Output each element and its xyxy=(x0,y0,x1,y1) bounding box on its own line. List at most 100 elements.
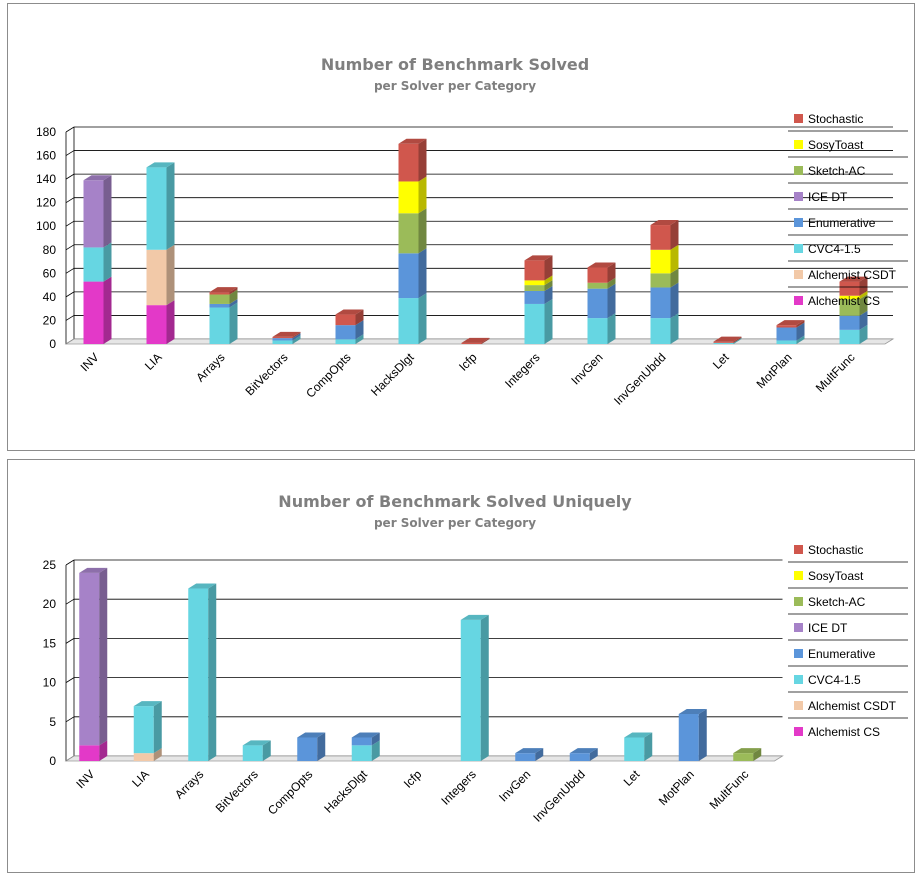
bar-segment xyxy=(839,276,868,296)
bar-side xyxy=(544,280,553,291)
x-tick-label: CompOpts xyxy=(265,767,315,817)
bar-side xyxy=(670,220,679,250)
bar-front xyxy=(839,299,860,316)
bar-side xyxy=(607,277,616,289)
legend-item: Sketch-AC xyxy=(794,164,866,178)
bar-top xyxy=(335,309,364,315)
bar-side xyxy=(292,335,301,344)
legend-item: SosyToast xyxy=(794,138,864,152)
bar-front xyxy=(776,327,797,341)
legend-label: Sketch-AC xyxy=(808,595,866,609)
plot-area: 0 20 40 60 80 100 120 140 160 180 INV LIA Arrays BitV… xyxy=(36,125,895,408)
bar-segment xyxy=(650,244,679,274)
bar-side xyxy=(753,748,762,761)
bar-side xyxy=(733,337,742,344)
bar-front xyxy=(398,143,419,182)
legend-swatch xyxy=(794,296,803,305)
bar-segment xyxy=(839,310,868,330)
legend-swatch xyxy=(794,597,803,606)
bar-segment xyxy=(650,268,679,288)
bar-front xyxy=(335,325,356,340)
gridline-side xyxy=(65,716,75,723)
bar-side xyxy=(103,276,112,344)
bar-front xyxy=(209,307,230,344)
bar-segment xyxy=(587,277,616,289)
bar-front xyxy=(398,181,419,214)
bar-segment xyxy=(146,162,175,250)
bar-top xyxy=(188,583,217,589)
bar-segment xyxy=(569,748,598,761)
bar-segment xyxy=(733,748,762,761)
legend-label: CVC4-1.5 xyxy=(808,242,861,256)
bar-side xyxy=(355,320,364,340)
bar-front xyxy=(398,298,419,344)
bar-side xyxy=(153,701,162,754)
bar-front xyxy=(776,340,797,344)
bar-side xyxy=(796,322,805,341)
bar-segment xyxy=(524,255,553,281)
x-tick-label: Integers xyxy=(438,767,479,808)
y-tick-label: 80 xyxy=(43,243,57,257)
x-tick-label: Icfp xyxy=(401,767,425,791)
legend-item: Alchemist CSDT xyxy=(794,268,897,282)
gridline-side xyxy=(65,638,75,644)
bar-segment xyxy=(398,208,427,254)
bar-segment xyxy=(79,567,108,746)
bar-front xyxy=(587,318,608,344)
bar-front xyxy=(209,303,230,308)
bar-front xyxy=(461,342,482,344)
bar-top xyxy=(460,614,489,620)
plot-area: 0 5 10 15 20 25 INV LIA Arrays BitVectors CompOpts… xyxy=(43,558,784,825)
gridline-side xyxy=(65,291,75,298)
legend-item: Stochastic xyxy=(794,543,863,557)
legend-swatch xyxy=(794,727,803,736)
bar-side xyxy=(544,275,553,286)
bar-front xyxy=(297,737,318,761)
bar-segment xyxy=(398,248,427,299)
legend-label: SosyToast xyxy=(808,569,864,583)
bar-top xyxy=(79,567,108,573)
legend-swatch xyxy=(794,623,803,632)
legend-swatch xyxy=(794,649,803,658)
bar-side xyxy=(153,748,162,761)
bar-segment xyxy=(839,290,868,300)
x-tick-label: InvGenUbdd xyxy=(530,767,588,825)
bar-front xyxy=(351,745,372,761)
bar-segment xyxy=(515,748,544,761)
bar-segment xyxy=(461,337,490,344)
bar-front xyxy=(242,745,263,761)
legend-item: ICE DT xyxy=(794,190,848,204)
bar-top xyxy=(83,175,112,181)
bar-segment xyxy=(650,313,679,344)
legend-swatch xyxy=(794,114,803,123)
bar-segment xyxy=(79,740,108,761)
bar-segment xyxy=(650,282,679,319)
legend: Stochastic SosyToast Sketch-AC ICE DT Enumer… xyxy=(788,112,908,308)
bar-side xyxy=(670,268,679,288)
bar-side xyxy=(544,298,553,344)
bar-front xyxy=(335,339,356,344)
bar-side xyxy=(355,309,364,326)
bar-side xyxy=(418,138,427,182)
x-tick-label: HacksDlgt xyxy=(321,767,370,816)
bar-segment xyxy=(398,138,427,182)
bar-segment xyxy=(83,242,112,282)
bar-segment xyxy=(351,740,380,761)
bar-segment xyxy=(650,220,679,250)
legend-label: CVC4-1.5 xyxy=(808,673,861,687)
bar-top xyxy=(587,262,616,268)
bar-segment xyxy=(351,732,380,746)
bar-segment xyxy=(83,276,112,344)
bar-side xyxy=(292,331,301,339)
bar-side xyxy=(166,300,175,344)
x-tick-label: LIA xyxy=(129,767,152,790)
y-tick-label: 20 xyxy=(43,597,57,611)
bar-front xyxy=(398,213,419,254)
bar-side xyxy=(355,334,364,344)
gridline-side xyxy=(65,315,75,321)
gridline-side xyxy=(65,559,75,566)
bar-segment xyxy=(133,701,162,754)
bar-top xyxy=(569,748,598,754)
bar-top xyxy=(297,732,326,738)
y-tick-label: 60 xyxy=(43,266,57,280)
